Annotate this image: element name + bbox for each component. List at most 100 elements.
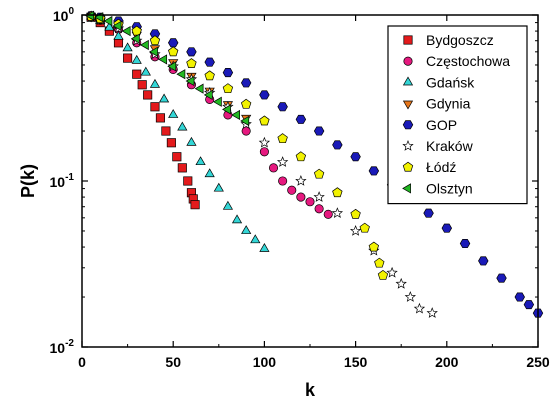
data-point (149, 46, 158, 57)
data-marks (85, 10, 544, 318)
data-point (350, 208, 361, 219)
data-point (295, 114, 307, 124)
legend-marker (402, 183, 411, 194)
y-tick-label: 100 (53, 6, 75, 24)
data-point (143, 90, 153, 100)
data-point (259, 115, 270, 126)
data-point (167, 61, 177, 72)
legend-label: Kraków (426, 138, 474, 154)
data-point (183, 176, 193, 186)
legend-label: Bydgoszcz (426, 32, 494, 48)
data-point (259, 90, 270, 100)
data-point (112, 20, 122, 31)
legend-label: Częstochowa (426, 53, 510, 69)
data-point (121, 25, 131, 37)
data-point (323, 209, 333, 219)
data-point (277, 133, 288, 144)
data-point (131, 54, 142, 64)
data-point (137, 80, 147, 90)
legend-label: Gdańsk (426, 74, 475, 90)
x-tick-label: 0 (78, 354, 86, 370)
legend-marker (403, 35, 413, 45)
data-point (296, 192, 306, 202)
data-point (268, 163, 279, 173)
legend-marker (402, 100, 414, 110)
data-point (131, 25, 142, 36)
data-point (158, 54, 168, 65)
data-point (166, 138, 176, 148)
data-point (204, 70, 215, 81)
data-point (103, 15, 113, 27)
legend-marker (402, 76, 414, 86)
data-point (313, 168, 325, 179)
data-point (295, 151, 307, 162)
axis-ticks: 0 50 100 150 200 250 100 10-1 10-2 (50, 6, 550, 370)
data-point (195, 156, 206, 166)
data-point (177, 163, 187, 173)
legend-box (387, 25, 528, 205)
data-point (132, 69, 142, 79)
legend-marker (402, 140, 414, 151)
data-point (104, 21, 115, 31)
data-point (332, 140, 343, 150)
data-point (167, 38, 179, 48)
data-point (222, 83, 234, 94)
data-point (241, 126, 251, 136)
data-point (441, 223, 453, 233)
data-point (478, 256, 489, 266)
data-point (140, 66, 151, 76)
y-axis-title: P(k) (18, 164, 38, 198)
data-point (222, 68, 234, 78)
data-point (313, 126, 325, 136)
data-point (123, 53, 133, 63)
data-point (258, 136, 271, 148)
data-point (231, 109, 240, 121)
data-point (231, 214, 243, 224)
data-point (176, 69, 186, 80)
legend-marker (402, 161, 414, 172)
data-point (240, 98, 252, 109)
data-point (332, 187, 343, 198)
data-point (359, 222, 370, 233)
data-point (172, 152, 182, 162)
x-tick-label: 50 (165, 354, 181, 370)
series-Łódź (85, 11, 389, 280)
data-point (377, 269, 389, 280)
data-point (459, 239, 471, 249)
data-point (523, 300, 535, 310)
data-point (155, 113, 165, 123)
legend: Bydgoszcz Częstochowa Gdańsk Gdynia GOP Krakó… (387, 25, 528, 205)
x-tick-label: 200 (435, 354, 459, 370)
series-Częstochowa (86, 12, 333, 219)
x-tick-label: 250 (526, 354, 550, 370)
data-point (168, 109, 179, 118)
data-point (177, 121, 188, 131)
legend-label: Gdynia (426, 96, 471, 112)
data-point (295, 175, 307, 186)
data-point (158, 93, 170, 103)
data-point (276, 156, 289, 167)
data-point (368, 166, 380, 176)
data-point (130, 33, 140, 44)
data-point (496, 273, 507, 283)
data-point (259, 242, 270, 252)
data-point (349, 225, 362, 236)
y-tick-label: 10-1 (50, 172, 75, 190)
x-tick-label: 150 (344, 354, 368, 370)
data-point (404, 291, 416, 302)
legend-label: Łódź (426, 159, 456, 175)
data-point (113, 30, 124, 40)
data-point (331, 207, 344, 218)
data-point (350, 152, 361, 162)
legend-label: Olsztyn (426, 180, 473, 196)
data-point (194, 83, 204, 94)
data-point (203, 89, 213, 101)
x-tick-label: 100 (253, 354, 277, 370)
data-point (122, 42, 133, 52)
data-point (395, 277, 407, 289)
data-point (150, 102, 160, 112)
data-point (186, 136, 197, 146)
data-point (413, 302, 426, 314)
data-point (287, 185, 297, 195)
